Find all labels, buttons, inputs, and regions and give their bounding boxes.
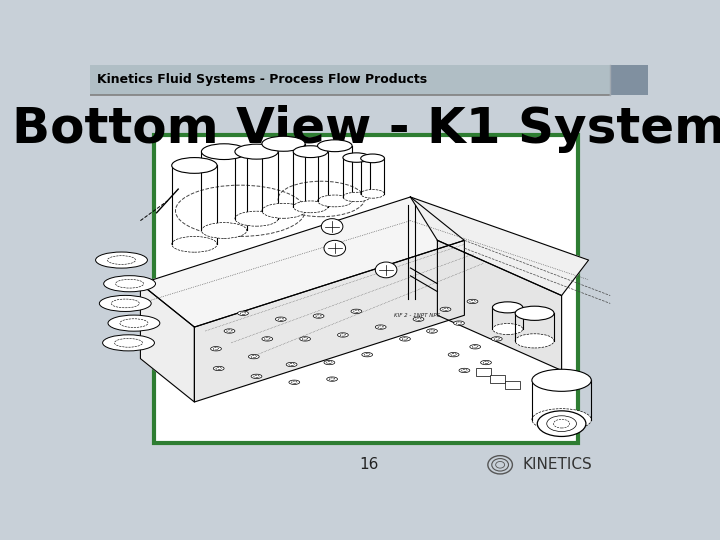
Ellipse shape <box>114 339 143 347</box>
Ellipse shape <box>426 329 438 333</box>
Polygon shape <box>140 284 194 402</box>
Ellipse shape <box>413 317 424 321</box>
Ellipse shape <box>532 409 591 431</box>
Ellipse shape <box>112 299 140 308</box>
Ellipse shape <box>262 203 305 218</box>
Ellipse shape <box>172 158 217 173</box>
Ellipse shape <box>554 420 570 428</box>
Ellipse shape <box>454 321 464 325</box>
Ellipse shape <box>289 380 300 384</box>
Text: 16: 16 <box>359 457 379 472</box>
Ellipse shape <box>318 140 352 152</box>
Ellipse shape <box>492 302 523 313</box>
Ellipse shape <box>491 337 502 341</box>
Ellipse shape <box>107 256 135 265</box>
Ellipse shape <box>537 411 586 436</box>
Ellipse shape <box>262 337 273 341</box>
Ellipse shape <box>492 323 523 335</box>
Ellipse shape <box>235 144 278 159</box>
Polygon shape <box>194 240 464 402</box>
Ellipse shape <box>459 368 469 373</box>
Ellipse shape <box>276 317 287 321</box>
Bar <box>490 375 505 383</box>
Ellipse shape <box>440 307 451 312</box>
Text: Bottom View - K1 System: Bottom View - K1 System <box>12 105 720 153</box>
Ellipse shape <box>172 237 217 252</box>
Ellipse shape <box>287 362 297 367</box>
Ellipse shape <box>224 329 235 333</box>
Polygon shape <box>410 197 589 295</box>
Ellipse shape <box>99 295 151 312</box>
Circle shape <box>321 219 343 234</box>
Ellipse shape <box>324 360 335 364</box>
Ellipse shape <box>103 335 154 351</box>
Ellipse shape <box>293 146 328 158</box>
Ellipse shape <box>448 353 459 357</box>
Ellipse shape <box>467 299 478 303</box>
Ellipse shape <box>351 309 361 314</box>
Ellipse shape <box>362 353 373 357</box>
Circle shape <box>375 262 397 278</box>
Bar <box>90 65 648 94</box>
Bar <box>476 368 491 376</box>
Ellipse shape <box>313 314 324 318</box>
Ellipse shape <box>361 154 384 163</box>
Text: KINETICS: KINETICS <box>523 457 593 472</box>
Bar <box>154 136 578 443</box>
Circle shape <box>324 240 346 256</box>
Bar <box>610 65 648 94</box>
Ellipse shape <box>327 377 338 381</box>
Text: KIF 2 - 1NPT NPS: KIF 2 - 1NPT NPS <box>394 313 441 318</box>
Ellipse shape <box>300 337 310 341</box>
Polygon shape <box>438 240 562 370</box>
Ellipse shape <box>338 333 348 337</box>
Ellipse shape <box>516 306 554 320</box>
Ellipse shape <box>481 360 491 364</box>
Ellipse shape <box>532 369 591 392</box>
Ellipse shape <box>470 345 481 349</box>
Ellipse shape <box>546 416 577 431</box>
Ellipse shape <box>516 334 554 348</box>
Ellipse shape <box>116 279 144 288</box>
Ellipse shape <box>343 192 370 202</box>
Text: Kinetics Fluid Systems - Process Flow Products: Kinetics Fluid Systems - Process Flow Pr… <box>96 73 427 86</box>
Ellipse shape <box>202 144 247 159</box>
Ellipse shape <box>293 201 328 213</box>
Polygon shape <box>140 197 464 327</box>
Ellipse shape <box>96 252 148 268</box>
Ellipse shape <box>343 153 370 163</box>
Ellipse shape <box>318 195 352 207</box>
Ellipse shape <box>104 276 156 292</box>
Ellipse shape <box>251 374 262 379</box>
Ellipse shape <box>210 347 222 351</box>
Ellipse shape <box>120 319 148 327</box>
Ellipse shape <box>108 315 160 331</box>
Ellipse shape <box>262 136 305 151</box>
Ellipse shape <box>238 311 248 315</box>
Ellipse shape <box>400 337 410 341</box>
Ellipse shape <box>213 366 224 370</box>
Bar <box>505 381 520 389</box>
Ellipse shape <box>375 325 386 329</box>
Ellipse shape <box>361 190 384 198</box>
Ellipse shape <box>248 354 259 359</box>
Ellipse shape <box>202 222 247 238</box>
Ellipse shape <box>235 211 278 226</box>
